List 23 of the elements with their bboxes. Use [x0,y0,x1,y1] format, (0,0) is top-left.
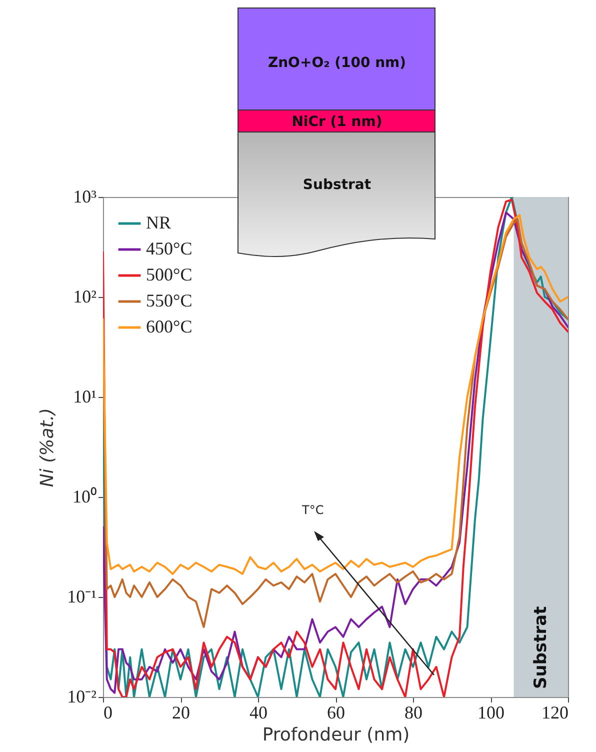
y-tick-label: 10⁻² [67,686,96,706]
band-label: Substrat [530,606,551,689]
x-tick-label: 0 [104,702,112,722]
annotation: T°C [302,503,324,517]
x-tick-label: 120 [542,702,568,722]
y-tick-label: 10² [73,286,96,306]
legend-label: NR [146,212,172,232]
layer-stack-diagram: ZnO+O₂ (100 nm) NiCr (1 nm) Substrat [237,7,437,261]
y-tick-label: 10⁻¹ [67,586,96,606]
x-tick-label: 20 [172,702,190,722]
x-axis-title: Profondeur (nm) [262,724,410,746]
x-tick-label: 100 [478,702,504,722]
y-tick-label: 10⁰ [72,486,96,506]
legend-label: 450°C [146,238,192,258]
y-tick-label: 10¹ [73,386,96,406]
x-tick-label: 60 [327,702,345,722]
legend-label: 550°C [146,290,192,310]
y-axis-title: Ni (%at.) [37,408,58,488]
legend-label: 600°C [146,316,192,336]
legend-label: 500°C [146,264,192,284]
y-tick-label: 10³ [73,186,98,206]
x-tick-label: 40 [250,702,268,722]
x-tick-label: 80 [404,702,422,722]
